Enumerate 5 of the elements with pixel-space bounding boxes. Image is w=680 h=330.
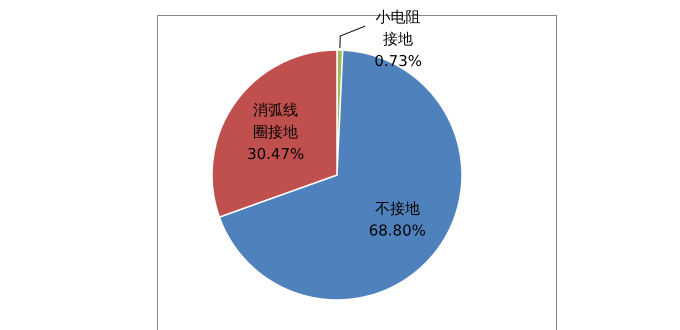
data-label: 68.80%	[368, 222, 426, 240]
slice-label: 消弧线圈接地	[253, 100, 298, 141]
slice-label: 不接地	[374, 200, 420, 218]
data-label: 30.47%	[247, 144, 304, 163]
slice-label: 小电阻接地	[376, 8, 421, 48]
